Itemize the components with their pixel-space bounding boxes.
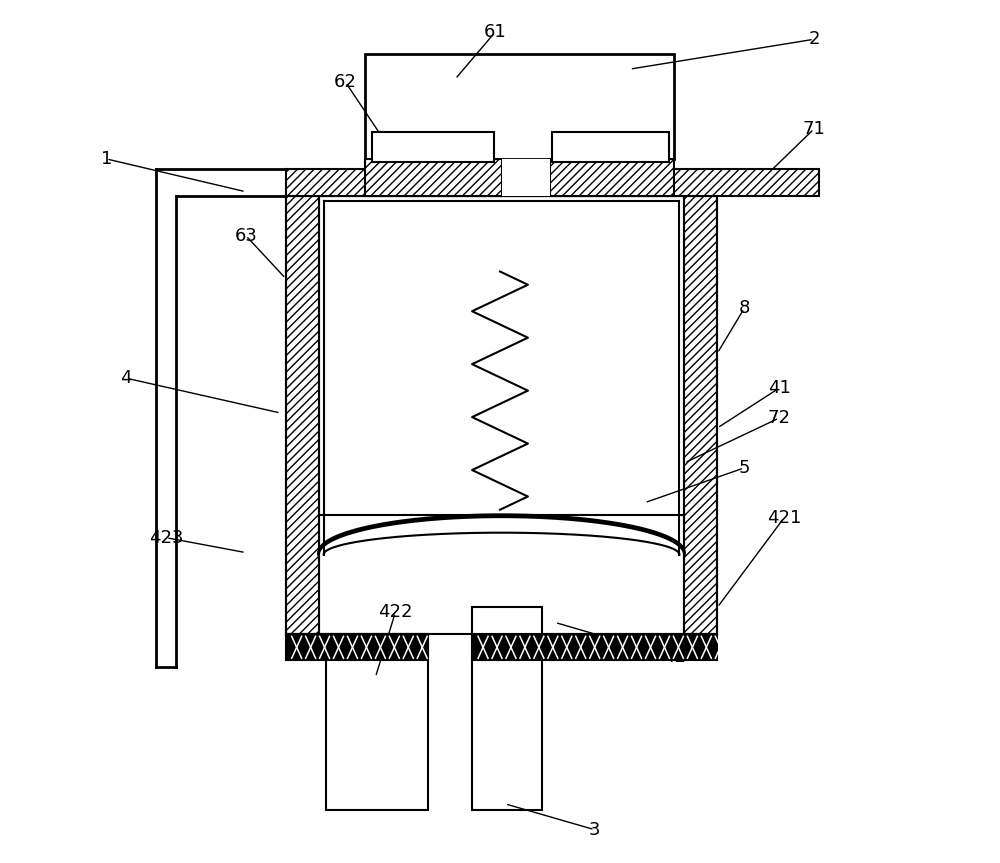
Bar: [365, 54, 674, 159]
Text: 63: 63: [234, 227, 257, 244]
Text: 422: 422: [378, 603, 413, 621]
Bar: [472, 608, 542, 809]
Text: 42: 42: [663, 648, 686, 666]
Text: 421: 421: [767, 508, 801, 526]
Bar: [684, 196, 717, 634]
Text: 72: 72: [768, 409, 791, 427]
Text: 4: 4: [120, 369, 132, 387]
Bar: [552, 132, 669, 162]
Bar: [286, 196, 319, 634]
Bar: [286, 169, 819, 196]
Bar: [365, 159, 502, 196]
Text: 41: 41: [768, 379, 791, 397]
Text: 3: 3: [589, 821, 600, 839]
Text: 61: 61: [484, 23, 506, 41]
Text: 71: 71: [803, 120, 825, 138]
Bar: [324, 201, 679, 555]
Text: 1: 1: [101, 150, 112, 168]
Bar: [502, 159, 550, 196]
Bar: [326, 634, 428, 809]
Bar: [286, 169, 819, 196]
Text: 423: 423: [149, 529, 183, 546]
Text: 62: 62: [334, 73, 357, 91]
Text: 8: 8: [739, 299, 750, 318]
Bar: [472, 634, 717, 660]
Bar: [372, 132, 494, 162]
Bar: [550, 159, 674, 196]
Bar: [286, 196, 717, 634]
Text: 2: 2: [808, 30, 820, 48]
Text: 5: 5: [738, 459, 750, 477]
Bar: [286, 634, 428, 660]
